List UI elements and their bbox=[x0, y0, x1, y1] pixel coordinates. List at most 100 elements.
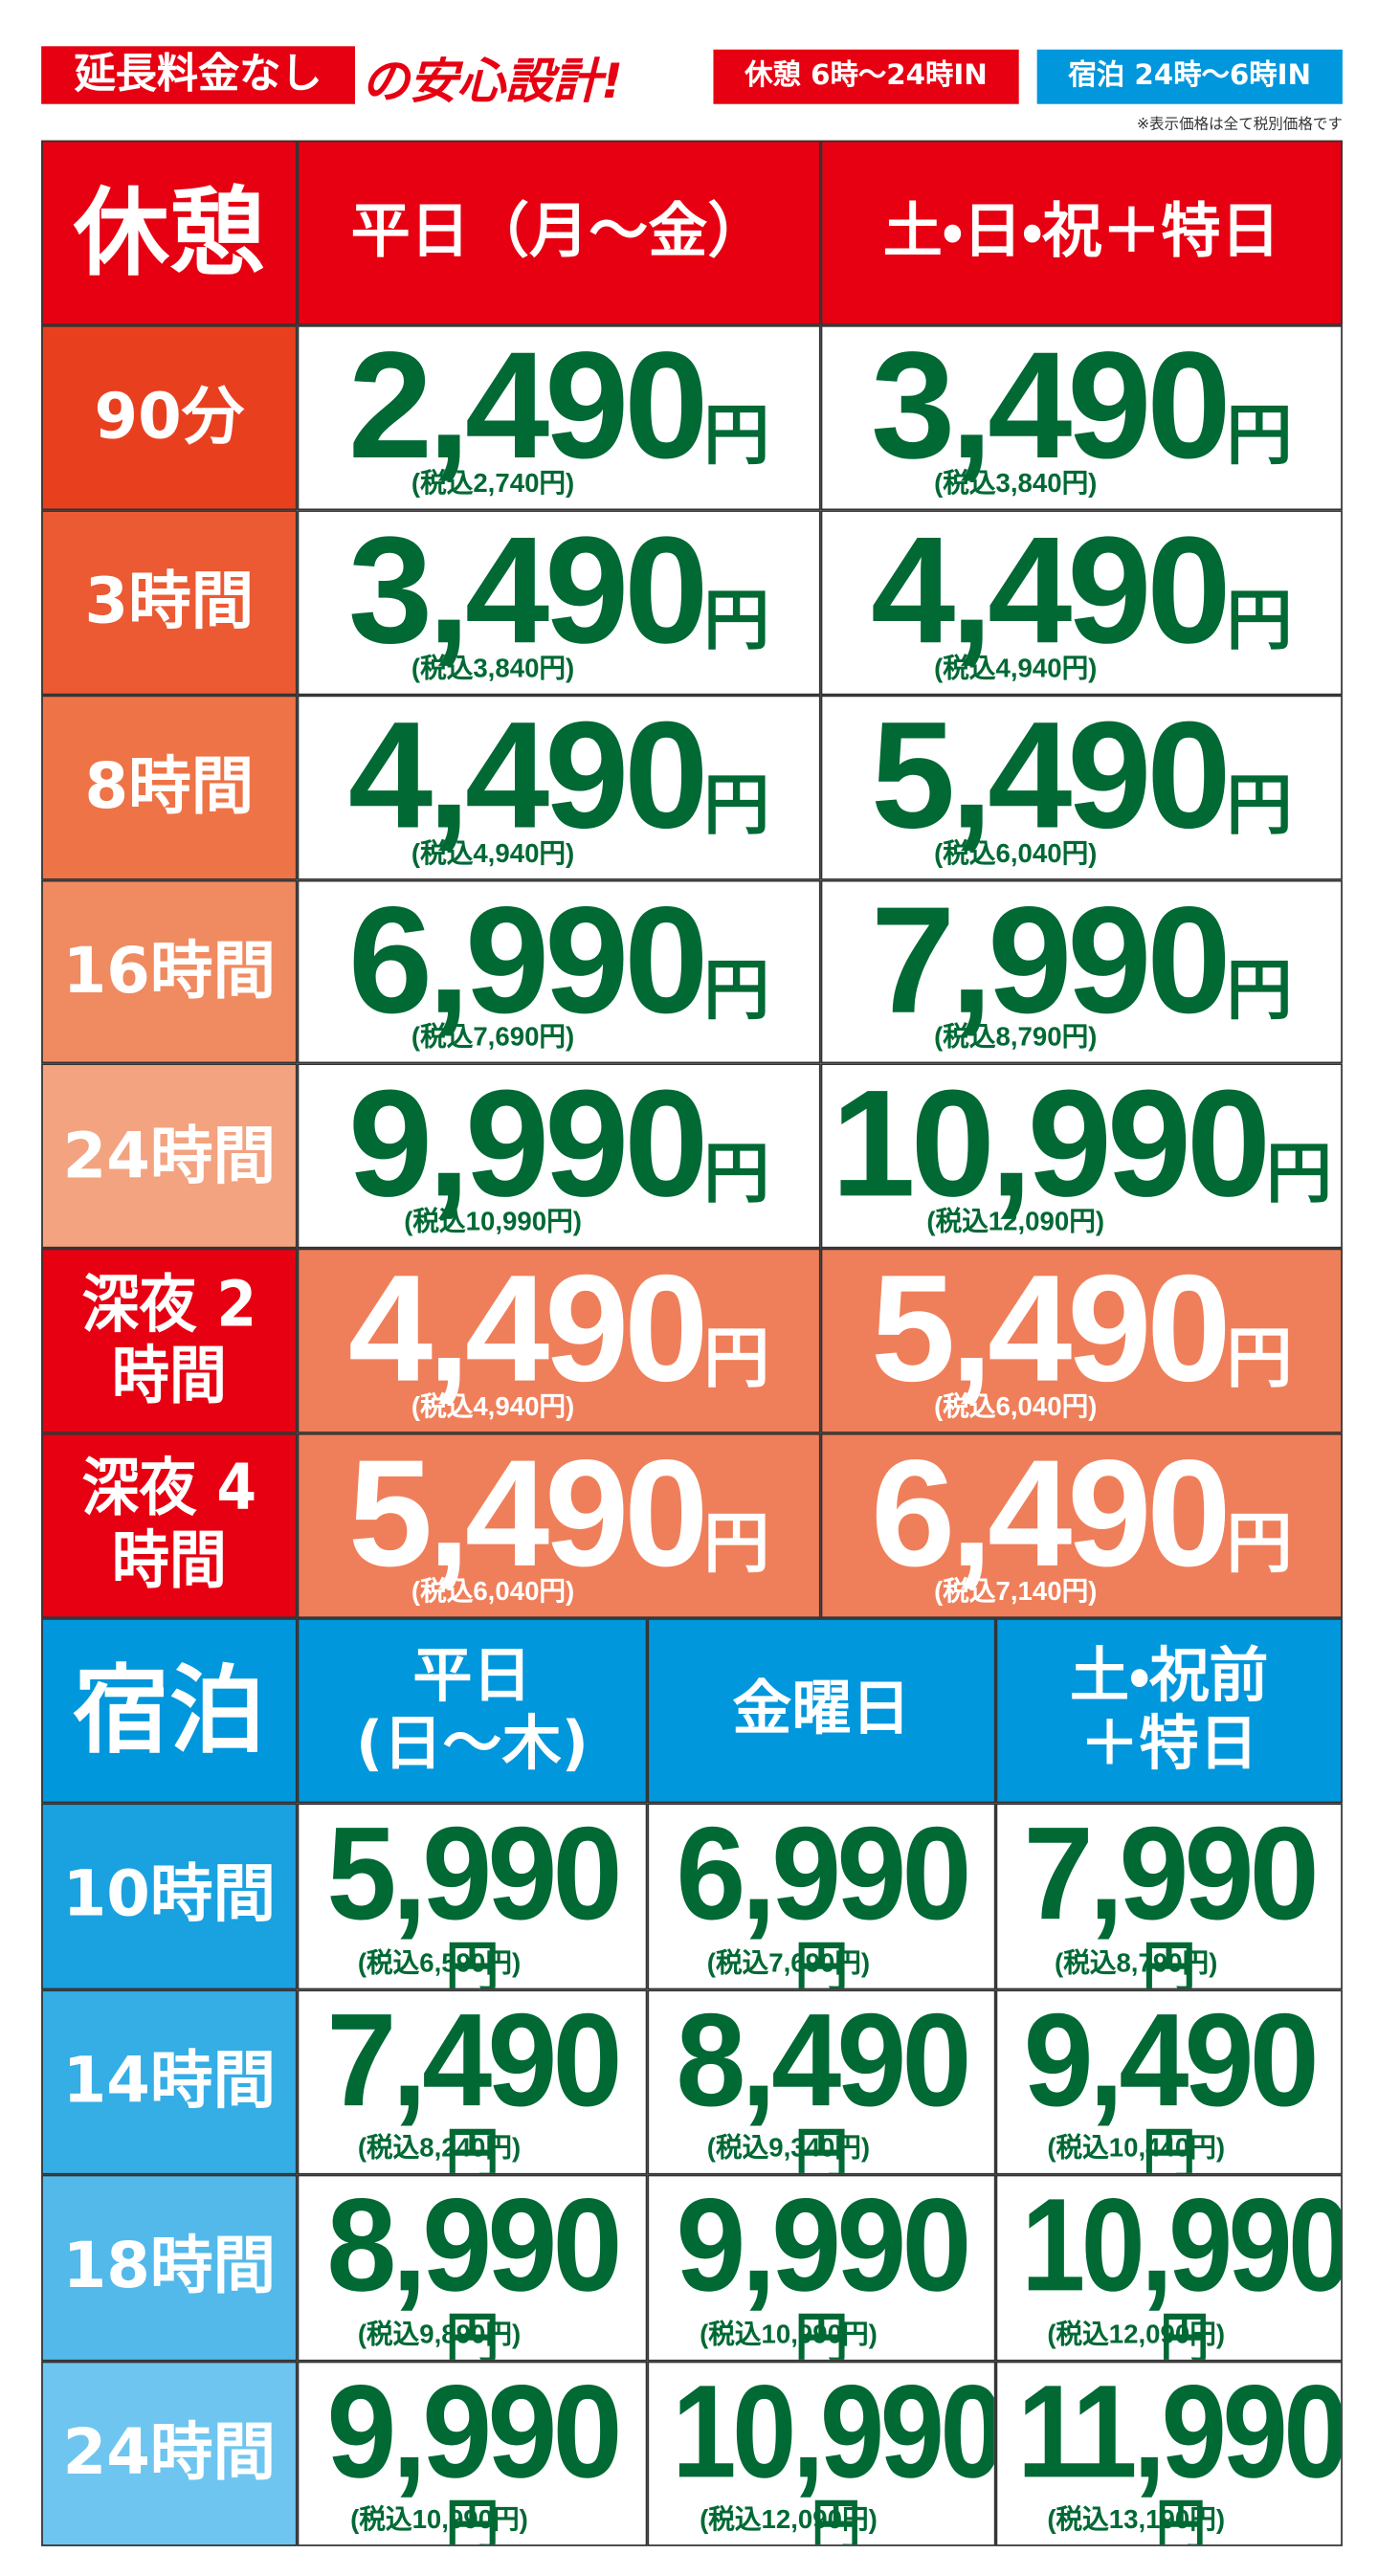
price: 9,490円 bbox=[997, 1993, 1341, 2173]
tax-included: (税込12,090円) bbox=[926, 1209, 1105, 1237]
price: 10,990円 bbox=[997, 2179, 1341, 2359]
price: 5,490円 bbox=[299, 1438, 819, 1590]
price-unit: 円 bbox=[1226, 397, 1293, 475]
tax-included: (税込10,990円) bbox=[700, 2321, 878, 2349]
price-cell: 5,490円 (税込6,040円) bbox=[820, 1249, 1343, 1434]
price-unit: 円 bbox=[703, 766, 770, 844]
tax-included: (税込6,040円) bbox=[934, 1393, 1098, 1423]
price-cell: 6,490円 (税込7,140円) bbox=[820, 1433, 1343, 1619]
price-line: 5,490円 bbox=[348, 1438, 769, 1590]
label-text: 14時間 bbox=[62, 2044, 277, 2118]
tax-included: (税込4,940円) bbox=[411, 839, 575, 868]
row-label: 16時間 bbox=[41, 879, 298, 1065]
price-unit: 円 bbox=[445, 2306, 500, 2361]
price-value: 7,490 bbox=[326, 1988, 622, 2133]
tax-included: (税込12,090円) bbox=[700, 2506, 878, 2535]
price-unit: 円 bbox=[1155, 2492, 1207, 2546]
column-header: 土・祝前 ＋特日 bbox=[995, 1618, 1343, 1804]
column-header: 土・日・祝＋特日 bbox=[820, 140, 1343, 325]
label-text: 金曜日 bbox=[732, 1676, 911, 1744]
price-line: 7,490円 bbox=[307, 1993, 637, 2173]
price-value: 4,490 bbox=[347, 694, 709, 860]
price-value: 2,490 bbox=[347, 324, 709, 491]
rest-hours: 休憩 6時〜24時IN bbox=[713, 49, 1019, 104]
price-cell: 9,490円 (税込10,440円) bbox=[995, 1988, 1343, 2175]
tax-included: (税込7,140円) bbox=[934, 1578, 1098, 1608]
column-header: 金曜日 bbox=[647, 1618, 996, 1804]
price-unit: 円 bbox=[1226, 1321, 1293, 1398]
price-cell: 5,990円 (税込6,590円) bbox=[297, 1803, 648, 1989]
row-label: 10時間 bbox=[41, 1803, 298, 1989]
price-unit: 円 bbox=[1265, 1136, 1333, 1213]
price-cell: 9,990円 (税込10,990円) bbox=[647, 2174, 996, 2361]
price-line: 4,490円 bbox=[871, 515, 1292, 667]
label-text: 深夜 4時間 bbox=[81, 1452, 257, 1597]
price-cell: 9,990円 (税込10,990円) bbox=[297, 2360, 648, 2546]
price-cell: 2,490円 (税込2,740円) bbox=[297, 324, 821, 510]
price: 8,990円 bbox=[299, 2179, 645, 2361]
price-unit: 円 bbox=[811, 2492, 861, 2546]
price-value: 9,490 bbox=[1023, 1988, 1320, 2133]
price-line: 9,490円 bbox=[1006, 1993, 1333, 2173]
tax-included: (税込8,790円) bbox=[1055, 1949, 1218, 1978]
label-text: 18時間 bbox=[62, 2230, 277, 2303]
label-text: 16時間 bbox=[62, 934, 277, 1008]
row-label: 24時間 bbox=[41, 1064, 298, 1250]
tax-included: (税込9,890円) bbox=[357, 2321, 522, 2349]
tax-included: (税込10,990円) bbox=[350, 2506, 528, 2535]
price-value: 10,990 bbox=[672, 2360, 996, 2504]
label-text: 平日 (日〜木) bbox=[355, 1642, 589, 1779]
price-unit: 円 bbox=[1226, 582, 1293, 659]
price-cell: 4,490円 (税込4,940円) bbox=[820, 509, 1343, 695]
price: 7,990円 bbox=[822, 884, 1341, 1036]
tax-included: (税込3,840円) bbox=[411, 655, 575, 683]
price: 5,990円 bbox=[299, 1808, 645, 1989]
price-unit: 円 bbox=[703, 1136, 770, 1213]
label-text: 8時間 bbox=[84, 749, 255, 822]
price-cell: 4,490円 (税込4,940円) bbox=[297, 1249, 821, 1434]
price: 4,490円 bbox=[822, 515, 1341, 667]
column-header: 平日 (日〜木) bbox=[297, 1618, 648, 1804]
price-cell: 4,490円 (税込4,940円) bbox=[297, 694, 821, 880]
price-cell: 9,990円 (税込10,990円) bbox=[297, 1064, 821, 1250]
price-cell: 11,990円 (税込13,190円) bbox=[995, 2360, 1343, 2546]
label-text: 24時間 bbox=[62, 1119, 277, 1192]
tax-included: (税込2,740円) bbox=[411, 470, 575, 499]
price-cell: 3,490円 (税込3,840円) bbox=[297, 509, 821, 695]
price-line: 6,990円 bbox=[348, 884, 769, 1036]
price-line: 8,490円 bbox=[657, 1993, 986, 2175]
price-unit: 円 bbox=[445, 1935, 500, 1989]
price-unit: 円 bbox=[703, 1321, 770, 1398]
price-line: 9,990円 bbox=[307, 2365, 637, 2544]
price-unit: 円 bbox=[794, 2121, 849, 2175]
price-unit: 円 bbox=[1226, 951, 1293, 1029]
row-label: 8時間 bbox=[41, 694, 298, 880]
row-label: 3時間 bbox=[41, 509, 298, 695]
price: 6,990円 bbox=[649, 1808, 994, 1988]
tax-included: (税込6,590円) bbox=[357, 1949, 522, 1978]
tax-included: (税込3,840円) bbox=[934, 470, 1098, 499]
price: 10,990円 bbox=[822, 1069, 1341, 1221]
price-line: 9,990円 bbox=[657, 2179, 986, 2359]
tax-included: (税込7,690円) bbox=[706, 1949, 871, 1978]
price-unit: 円 bbox=[1142, 1935, 1196, 1989]
price-value: 5,490 bbox=[347, 1433, 709, 1599]
price-line: 10,990円 bbox=[672, 2365, 994, 2546]
price-value: 6,490 bbox=[871, 1433, 1232, 1599]
price-value: 5,490 bbox=[871, 694, 1232, 860]
price-value: 5,490 bbox=[871, 1249, 1232, 1414]
tax-included: (税込7,690円) bbox=[411, 1024, 575, 1053]
price-unit: 円 bbox=[703, 397, 770, 475]
tax-included: (税込10,440円) bbox=[1047, 2135, 1226, 2164]
label-text: 土・日・祝＋特日 bbox=[882, 198, 1280, 267]
column-header: 平日（月〜金） bbox=[297, 140, 821, 325]
price: 8,490円 bbox=[649, 1993, 994, 2175]
price: 7,490円 bbox=[299, 1993, 645, 2173]
price-line: 9,990円 bbox=[348, 1069, 769, 1221]
price-value: 7,990 bbox=[871, 879, 1232, 1045]
label-text: 平日（月〜金） bbox=[350, 198, 767, 267]
tax-included: (税込10,990円) bbox=[404, 1209, 582, 1237]
price-cell: 3,490円 (税込3,840円) bbox=[820, 324, 1343, 510]
row-label: 24時間 bbox=[41, 2360, 298, 2546]
